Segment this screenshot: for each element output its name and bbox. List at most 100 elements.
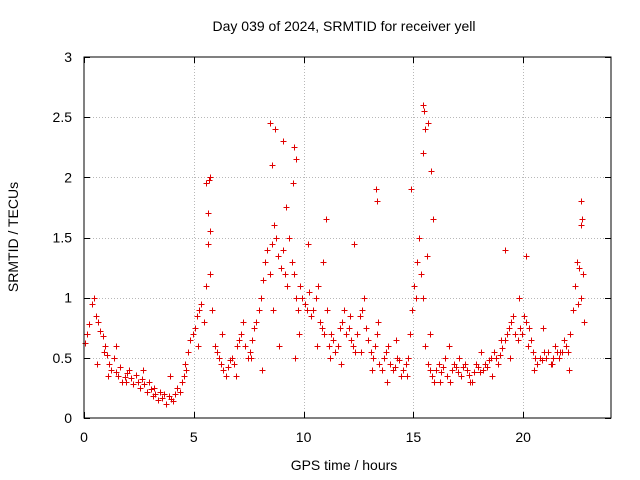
- data-point: [196, 307, 203, 314]
- y-tick-label: 0: [64, 410, 72, 426]
- data-point: [205, 210, 212, 217]
- data-point: [302, 301, 309, 308]
- data-point: [313, 295, 320, 302]
- data-point: [549, 361, 556, 368]
- data-point: [327, 355, 334, 362]
- data-point: [516, 295, 523, 302]
- data-point: [91, 295, 98, 302]
- data-point: [436, 361, 443, 368]
- data-point: [444, 373, 451, 380]
- data-point: [198, 301, 205, 308]
- data-point: [236, 337, 243, 344]
- data-point: [545, 349, 552, 356]
- data-point: [218, 361, 225, 368]
- data-point: [370, 355, 377, 362]
- data-point: [177, 389, 184, 396]
- data-point: [207, 271, 214, 278]
- data-point: [540, 325, 547, 332]
- y-tick-label: 1.5: [53, 230, 73, 246]
- data-point: [113, 343, 120, 350]
- data-point: [328, 331, 335, 338]
- data-point: [563, 343, 570, 350]
- data-point: [253, 319, 260, 326]
- data-point: [181, 373, 188, 380]
- data-point: [379, 367, 386, 374]
- x-tick-label: 0: [80, 429, 88, 445]
- data-point: [324, 307, 331, 314]
- data-point: [113, 369, 120, 376]
- data-point: [456, 355, 463, 362]
- data-point: [185, 349, 192, 356]
- y-tick-label: 2.5: [53, 109, 73, 125]
- data-point: [526, 325, 533, 332]
- data-point: [192, 325, 199, 332]
- data-point: [346, 325, 353, 332]
- data-point: [437, 379, 444, 386]
- data-point: [238, 331, 245, 338]
- data-point: [489, 373, 496, 380]
- data-point: [295, 307, 302, 314]
- data-point: [315, 283, 322, 290]
- data-point: [272, 126, 279, 133]
- data-point: [141, 381, 148, 388]
- data-point: [424, 253, 431, 260]
- data-point: [578, 198, 585, 205]
- grid-layer: [84, 57, 611, 418]
- data-point: [552, 343, 559, 350]
- data-point: [348, 337, 355, 344]
- data-point: [155, 397, 162, 404]
- data-point: [278, 265, 285, 272]
- data-point: [269, 162, 276, 169]
- data-point: [205, 241, 212, 248]
- data-point: [484, 364, 491, 371]
- data-point: [190, 331, 197, 338]
- data-point: [306, 289, 313, 296]
- data-point: [317, 319, 324, 326]
- data-point: [566, 367, 573, 374]
- data-point: [341, 307, 348, 314]
- data-point: [247, 349, 254, 356]
- data-point: [297, 283, 304, 290]
- data-point: [422, 343, 429, 350]
- data-point: [350, 343, 357, 350]
- data-point: [130, 381, 137, 388]
- data-point: [262, 259, 269, 266]
- data-point: [163, 401, 170, 408]
- data-point: [240, 319, 247, 326]
- data-point: [498, 337, 505, 344]
- data-point: [373, 186, 380, 193]
- data-point: [508, 319, 515, 326]
- data-point: [359, 307, 366, 314]
- x-tick-label: 20: [515, 429, 531, 445]
- data-point: [137, 385, 144, 392]
- data-point: [321, 331, 328, 338]
- data-point: [220, 367, 227, 374]
- data-point: [365, 337, 372, 344]
- data-point: [530, 349, 537, 356]
- data-point: [106, 361, 113, 368]
- data-point: [126, 367, 133, 374]
- data-point: [100, 333, 107, 340]
- data-point: [310, 307, 317, 314]
- data-point: [495, 361, 502, 368]
- data-point: [234, 343, 241, 350]
- data-point: [187, 337, 194, 344]
- data-point: [305, 241, 312, 248]
- data-point: [414, 259, 421, 266]
- points-layer: [82, 102, 588, 408]
- data-point: [455, 369, 462, 376]
- data-point: [578, 222, 585, 229]
- data-point: [216, 355, 223, 362]
- data-point: [502, 247, 509, 254]
- data-point: [219, 331, 226, 338]
- chart-title: Day 039 of 2024, SRMTID for receiver yel…: [213, 18, 476, 34]
- data-point: [89, 301, 96, 308]
- data-point: [86, 321, 93, 328]
- data-point: [499, 345, 506, 352]
- data-point: [133, 372, 140, 379]
- data-point: [157, 389, 164, 396]
- data-point: [447, 379, 454, 386]
- data-point: [467, 379, 474, 386]
- data-point: [480, 367, 487, 374]
- tick-layer: [84, 57, 611, 419]
